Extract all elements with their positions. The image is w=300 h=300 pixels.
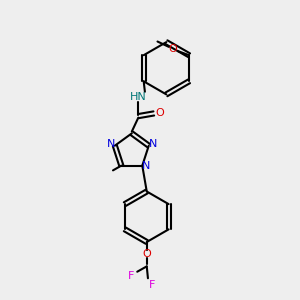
- Text: F: F: [128, 272, 134, 281]
- Text: N: N: [149, 139, 157, 149]
- Text: O: O: [142, 250, 151, 260]
- Text: N: N: [142, 161, 151, 171]
- Text: O: O: [155, 108, 164, 118]
- Text: HN: HN: [130, 92, 147, 102]
- Text: F: F: [149, 280, 155, 290]
- Text: O: O: [168, 44, 177, 54]
- Text: N: N: [106, 140, 115, 149]
